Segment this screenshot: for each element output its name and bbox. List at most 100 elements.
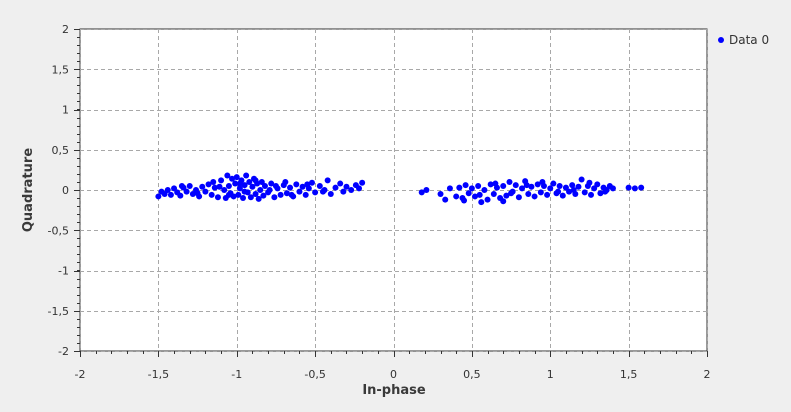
data-points	[155, 172, 645, 206]
data-point	[236, 180, 243, 187]
data-point	[241, 182, 248, 189]
data-point	[225, 182, 232, 189]
data-point	[418, 189, 425, 196]
legend-marker	[718, 37, 724, 43]
y-axis-label: Quadrature	[21, 148, 36, 232]
data-point	[550, 180, 557, 187]
data-point	[266, 187, 273, 193]
data-point	[462, 182, 469, 189]
data-point	[178, 182, 185, 189]
data-point	[547, 185, 554, 192]
x-tick-label: 1,5	[620, 368, 638, 381]
data-point	[268, 180, 275, 187]
data-point	[218, 177, 225, 184]
data-point	[484, 196, 491, 203]
data-point	[348, 187, 355, 193]
data-point	[343, 183, 350, 190]
data-point	[537, 189, 544, 196]
data-point	[164, 187, 171, 193]
data-point	[638, 184, 645, 191]
data-point	[304, 181, 311, 188]
data-point	[359, 179, 366, 186]
data-point	[225, 191, 232, 198]
data-point	[442, 196, 449, 203]
data-point	[481, 187, 488, 193]
data-point	[312, 189, 319, 196]
data-point	[581, 189, 588, 196]
data-point	[456, 184, 463, 191]
data-point	[490, 191, 497, 198]
data-point	[232, 180, 239, 187]
data-point	[277, 191, 284, 198]
x-tick-labels: -2 -1,5 -1 -0,5 0 0,5 1 1,5 2	[75, 368, 711, 381]
data-point	[252, 177, 259, 184]
data-point	[512, 182, 519, 189]
data-point	[210, 178, 217, 185]
x-tick-label: 1	[547, 368, 554, 381]
data-point	[519, 185, 526, 192]
x-tick-label: -2	[75, 368, 86, 381]
x-tick-label: -1	[231, 368, 242, 381]
data-point	[287, 184, 294, 191]
data-point	[282, 178, 289, 185]
data-point	[208, 191, 215, 198]
y-tick-label: -1	[58, 265, 69, 278]
data-point	[260, 192, 267, 199]
data-point	[205, 181, 212, 188]
data-point	[214, 194, 221, 201]
data-point	[308, 179, 315, 186]
y-tick-label: 2	[62, 23, 69, 36]
x-axis-label: In-phase	[362, 383, 426, 398]
data-point	[293, 181, 300, 188]
data-point	[594, 181, 601, 188]
data-point	[194, 190, 201, 197]
data-point	[221, 187, 228, 193]
x-tick-label: -0,5	[304, 368, 325, 381]
y-tick-label: -0,5	[48, 224, 69, 237]
data-point	[525, 191, 532, 198]
data-point	[423, 187, 430, 193]
data-point	[534, 181, 541, 188]
data-point	[233, 174, 240, 181]
data-point	[249, 183, 256, 190]
data-point	[475, 182, 482, 189]
data-point	[299, 183, 306, 190]
data-point	[562, 184, 569, 191]
data-point	[588, 191, 595, 198]
data-point	[487, 181, 494, 188]
data-point	[155, 193, 162, 200]
x-tick-label: 0	[390, 368, 397, 381]
data-point	[437, 191, 444, 198]
data-point	[503, 192, 510, 199]
data-point	[531, 193, 538, 200]
data-point	[586, 179, 593, 186]
data-point	[556, 182, 563, 189]
data-point	[337, 180, 344, 187]
data-point	[602, 188, 609, 195]
data-point	[230, 193, 237, 200]
data-point	[258, 178, 265, 185]
data-point	[544, 191, 551, 198]
data-point	[500, 182, 507, 189]
y-tick-label: -1,5	[48, 305, 69, 318]
data-point	[500, 198, 507, 205]
y-tick-label: 0	[62, 184, 69, 197]
data-point	[229, 175, 236, 182]
data-point	[271, 194, 278, 201]
data-point	[506, 178, 513, 185]
data-point	[566, 188, 573, 195]
data-point	[202, 188, 209, 195]
data-point	[302, 191, 309, 198]
data-point	[528, 183, 535, 190]
data-point	[591, 185, 598, 192]
data-point	[523, 182, 530, 189]
data-point	[235, 191, 242, 198]
data-point	[316, 182, 323, 189]
data-point	[569, 182, 576, 189]
data-point	[183, 188, 190, 195]
data-point	[515, 194, 522, 201]
data-point	[446, 185, 453, 192]
data-point	[559, 192, 566, 199]
data-point	[324, 177, 331, 184]
